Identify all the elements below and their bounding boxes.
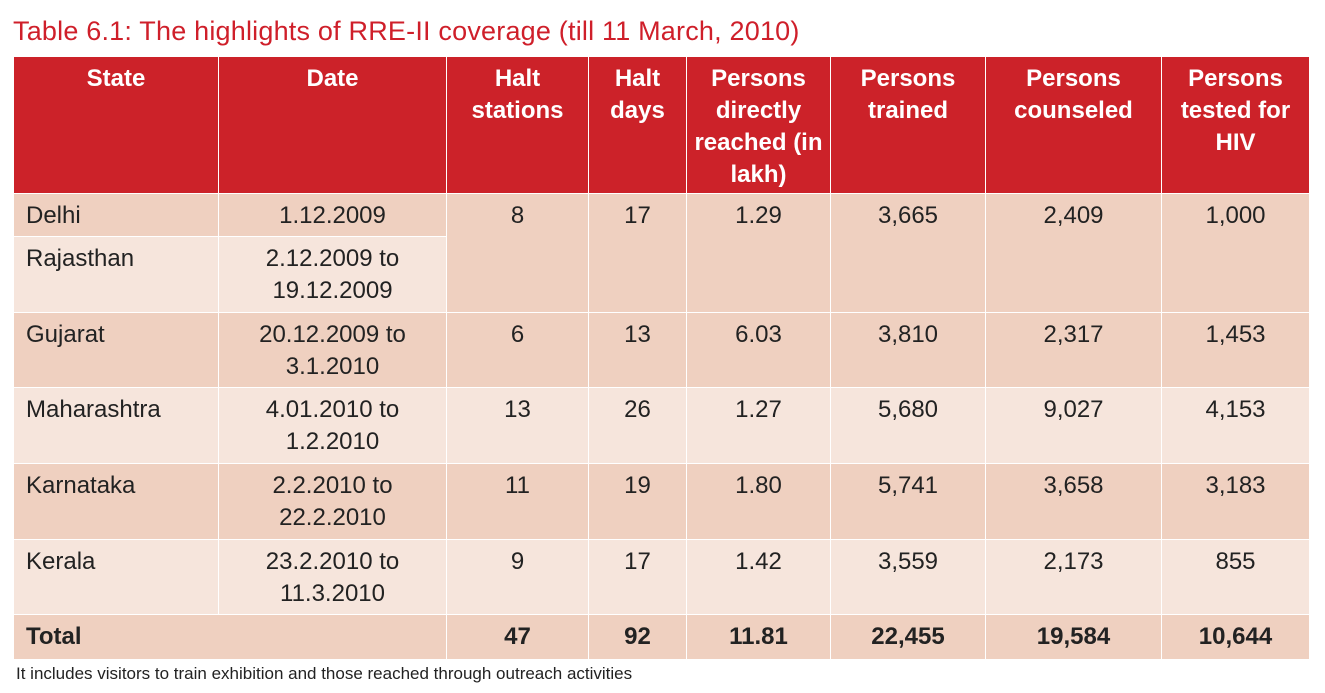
tested-cell: 4,153 xyxy=(1161,387,1310,464)
counseled-cell: 2,409 xyxy=(985,193,1162,313)
coverage-table: State Date Halt stations Halt days Perso… xyxy=(13,56,1310,660)
state-cell: Gujarat xyxy=(13,312,219,388)
trained-cell: 3,559 xyxy=(830,539,986,615)
halt-days-cell: 13 xyxy=(588,312,687,388)
footnote: It includes visitors to train exhibition… xyxy=(16,664,633,683)
date-cell: 20.12.2009 to 3.1.2010 xyxy=(218,312,447,388)
trained-cell: 3,665 xyxy=(830,193,986,313)
tested-cell: 1,000 xyxy=(1161,193,1310,313)
date-cell: 4.01.2010 to 1.2.2010 xyxy=(218,387,447,464)
reached-cell: 1.80 xyxy=(686,463,831,540)
trained-cell: 3,810 xyxy=(830,312,986,388)
reached-cell: 6.03 xyxy=(686,312,831,388)
tested-cell: 1,453 xyxy=(1161,312,1310,388)
counseled-cell: 3,658 xyxy=(985,463,1162,540)
table-row: Maharashtra 4.01.2010 to 1.2.2010 13 26 … xyxy=(13,387,1310,464)
header-state: State xyxy=(13,56,219,194)
halt-stations-cell: 9 xyxy=(446,539,589,615)
halt-stations-cell: 8 xyxy=(446,193,589,313)
total-label: Total xyxy=(13,614,447,660)
tested-cell: 3,183 xyxy=(1161,463,1310,540)
tested-cell: 855 xyxy=(1161,539,1310,615)
reached-cell: 1.29 xyxy=(686,193,831,313)
state-cell: Maharashtra xyxy=(13,387,219,464)
reached-cell: 1.27 xyxy=(686,387,831,464)
header-reached: Persons directly reached (in lakh) xyxy=(686,56,831,194)
halt-stations-cell: 13 xyxy=(446,387,589,464)
table-row: Kerala 23.2.2010 to 11.3.2010 9 17 1.42 … xyxy=(13,539,1310,615)
total-trained: 22,455 xyxy=(830,614,986,660)
table-row: Gujarat 20.12.2009 to 3.1.2010 6 13 6.03… xyxy=(13,312,1310,388)
total-halt-days: 92 xyxy=(588,614,687,660)
header-halt-stations: Halt stations xyxy=(446,56,589,194)
counseled-cell: 9,027 xyxy=(985,387,1162,464)
total-halt-stations: 47 xyxy=(446,614,589,660)
total-tested: 10,644 xyxy=(1161,614,1310,660)
table-title: Table 6.1: The highlights of RRE-II cove… xyxy=(13,16,800,46)
state-cell: Rajasthan xyxy=(13,236,219,313)
state-cell: Delhi xyxy=(13,193,219,237)
header-halt-days: Halt days xyxy=(588,56,687,194)
date-cell: 1.12.2009 xyxy=(218,193,447,237)
state-cell: Kerala xyxy=(13,539,219,615)
halt-stations-cell: 11 xyxy=(446,463,589,540)
table-row: Delhi 1.12.2009 8 17 1.29 3,665 2,409 1,… xyxy=(13,193,1310,313)
halt-days-cell: 17 xyxy=(588,193,687,313)
reached-cell: 1.42 xyxy=(686,539,831,615)
header-tested: Persons tested for HIV xyxy=(1161,56,1310,194)
date-cell: 2.2.2010 to 22.2.2010 xyxy=(218,463,447,540)
counseled-cell: 2,173 xyxy=(985,539,1162,615)
header-trained: Persons trained xyxy=(830,56,986,194)
counseled-cell: 2,317 xyxy=(985,312,1162,388)
total-counseled: 19,584 xyxy=(985,614,1162,660)
total-reached: 11.81 xyxy=(686,614,831,660)
header-date: Date xyxy=(218,56,447,194)
halt-days-cell: 26 xyxy=(588,387,687,464)
date-cell: 23.2.2010 to 11.3.2010 xyxy=(218,539,447,615)
trained-cell: 5,680 xyxy=(830,387,986,464)
total-row: Total 47 92 11.81 22,455 19,584 10,644 xyxy=(13,614,1310,660)
date-cell: 2.12.2009 to 19.12.2009 xyxy=(218,236,447,313)
table-row: Rajasthan 2.12.2009 to 19.12.2009 xyxy=(13,236,1310,313)
halt-days-cell: 19 xyxy=(588,463,687,540)
halt-stations-cell: 6 xyxy=(446,312,589,388)
header-counseled: Persons counseled xyxy=(985,56,1162,194)
state-cell: Karnataka xyxy=(13,463,219,540)
halt-days-cell: 17 xyxy=(588,539,687,615)
trained-cell: 5,741 xyxy=(830,463,986,540)
header-row: State Date Halt stations Halt days Perso… xyxy=(13,56,1310,194)
table-row: Karnataka 2.2.2010 to 22.2.2010 11 19 1.… xyxy=(13,463,1310,540)
